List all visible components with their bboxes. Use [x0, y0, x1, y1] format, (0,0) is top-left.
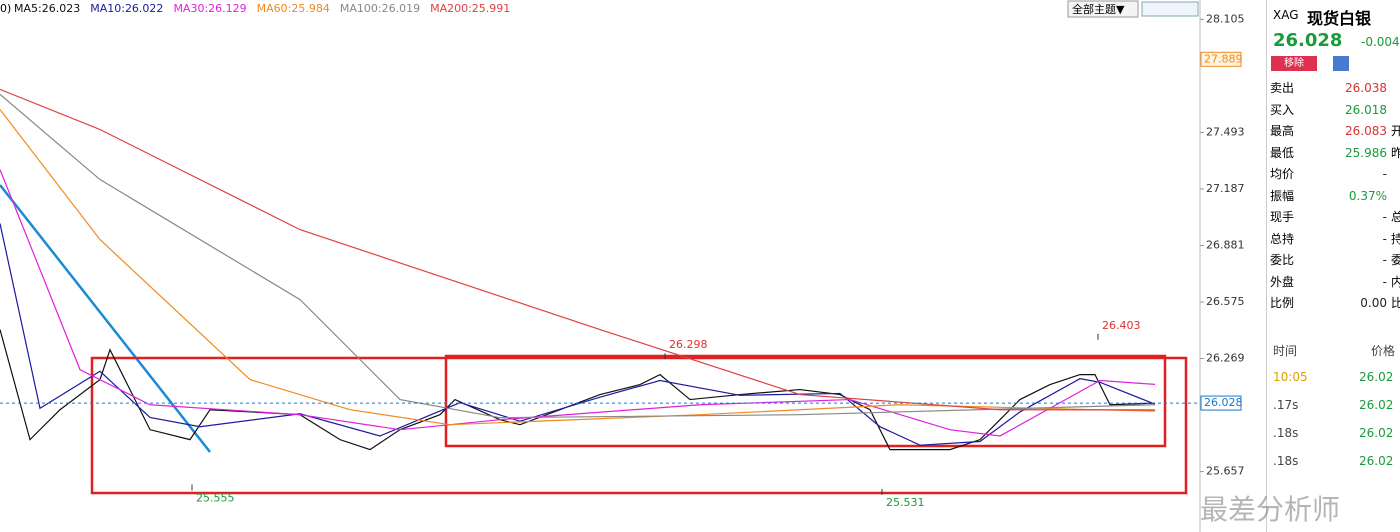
ma-line — [0, 223, 1156, 446]
price-tag-label: 27.889 — [1204, 52, 1243, 65]
row-value: - — [1382, 253, 1387, 267]
row-label: 最低 — [1270, 145, 1295, 160]
trend-line — [0, 184, 211, 453]
tick-price: 26.02 — [1359, 370, 1394, 384]
row-value: 26.083 — [1345, 124, 1387, 138]
toolbar-button-label[interactable]: 全部主题▼ — [1072, 2, 1125, 16]
row-cut-label: 总 — [1391, 207, 1400, 227]
ticks-header: 价格 — [1371, 344, 1396, 358]
ma-line — [0, 109, 1156, 426]
remove-button[interactable]: 移除 — [1271, 56, 1317, 71]
row-value: - — [1382, 274, 1387, 289]
chart: 0) 全部主题▼ 28.105 27.493 27.187 26.881 26.575 2… — [0, 0, 1245, 532]
ma-line — [0, 169, 1156, 437]
row-label: 卖出 — [1270, 81, 1295, 95]
tick-price: 26.02 — [1359, 426, 1394, 440]
y-tick-label: 26.881 — [1206, 238, 1245, 251]
legend-entry: MA200:25.991 — [430, 2, 510, 15]
range-box — [444, 354, 1167, 448]
row-cut-label: 比 — [1391, 293, 1400, 313]
extreme-label: 26.403 — [1102, 319, 1141, 332]
extreme-label: 26.298 — [669, 338, 708, 351]
y-tick-label: 26.575 — [1206, 295, 1245, 308]
extreme-label: 25.555 — [196, 491, 235, 504]
row-value: 26.018 — [1345, 102, 1387, 117]
symbol: XAG — [1273, 8, 1299, 22]
legend-entry: MA30:26.129 — [173, 2, 246, 15]
y-tick-label: 27.493 — [1206, 125, 1245, 138]
y-tick-label: 28.105 — [1206, 12, 1245, 25]
price: 26.028 — [1273, 30, 1343, 51]
row-value: 0.00 — [1360, 296, 1387, 310]
row-cut-label: 持 — [1391, 229, 1400, 249]
tick-time: 10:05 — [1273, 370, 1308, 384]
price-tag — [1200, 51, 1242, 67]
price-tag-label: 26.028 — [1204, 396, 1243, 409]
legend-entry: MA100:26.019 — [340, 2, 420, 15]
range-box — [90, 356, 1188, 495]
side-panel: XAG 现货白银 26.028 -0.004 移除 卖出 26.038 买入 26.0… — [1266, 0, 1400, 532]
tick-time: .18s — [1273, 454, 1299, 468]
row-label: 外盘 — [1270, 274, 1295, 289]
row-value: 0.37% — [1348, 188, 1387, 203]
tick-price: 26.02 — [1359, 454, 1394, 468]
ticks-header: 时间 — [1273, 344, 1298, 358]
row-value: - — [1382, 210, 1387, 224]
row-cut-label: 开 — [1391, 121, 1400, 141]
row-label: 买入 — [1270, 102, 1295, 117]
ma-line — [0, 88, 1156, 411]
legend-entry: MA10:26.022 — [90, 2, 163, 15]
row-value: - — [1382, 167, 1387, 181]
row-label: 振幅 — [1270, 188, 1295, 203]
tick-time: .18s — [1273, 426, 1299, 440]
row-label: 总持 — [1270, 231, 1295, 246]
header-fragment: 0) — [0, 2, 11, 15]
row-label: 最高 — [1270, 124, 1295, 138]
legend-entry: MA60:25.984 — [257, 2, 330, 15]
ma-line — [0, 93, 1156, 419]
tick-price: 26.02 — [1359, 398, 1394, 412]
price-tag — [1200, 395, 1242, 411]
ma-line — [0, 329, 1156, 451]
change: -0.004 — [1361, 35, 1400, 49]
alert-button[interactable] — [1333, 56, 1349, 71]
row-cut-label: 委 — [1391, 250, 1400, 270]
tick-time: .17s — [1273, 398, 1299, 412]
row-label: 现手 — [1270, 210, 1295, 224]
instrument-name: 现货白银 — [1307, 9, 1372, 28]
legend-entry: MA5:26.023 — [14, 2, 80, 15]
y-tick-label: 26.269 — [1206, 352, 1245, 365]
row-label: 比例 — [1270, 296, 1295, 310]
row-cut-label: 昨 — [1391, 143, 1400, 163]
row-label: 委比 — [1270, 253, 1295, 267]
row-label: 均价 — [1270, 167, 1295, 181]
toolbar-button[interactable] — [1067, 0, 1139, 18]
y-tick-label: 25.657 — [1206, 465, 1245, 478]
toolbar-icons[interactable] — [1141, 1, 1199, 17]
watermark: 最差分析师 — [1200, 493, 1341, 526]
row-value: 25.986 — [1345, 145, 1387, 160]
row-value: 26.038 — [1345, 81, 1387, 95]
row-cut-label: 内 — [1391, 272, 1400, 292]
y-tick-label: 27.187 — [1206, 182, 1245, 195]
extreme-label: 25.531 — [886, 496, 925, 509]
row-value: - — [1382, 231, 1387, 246]
